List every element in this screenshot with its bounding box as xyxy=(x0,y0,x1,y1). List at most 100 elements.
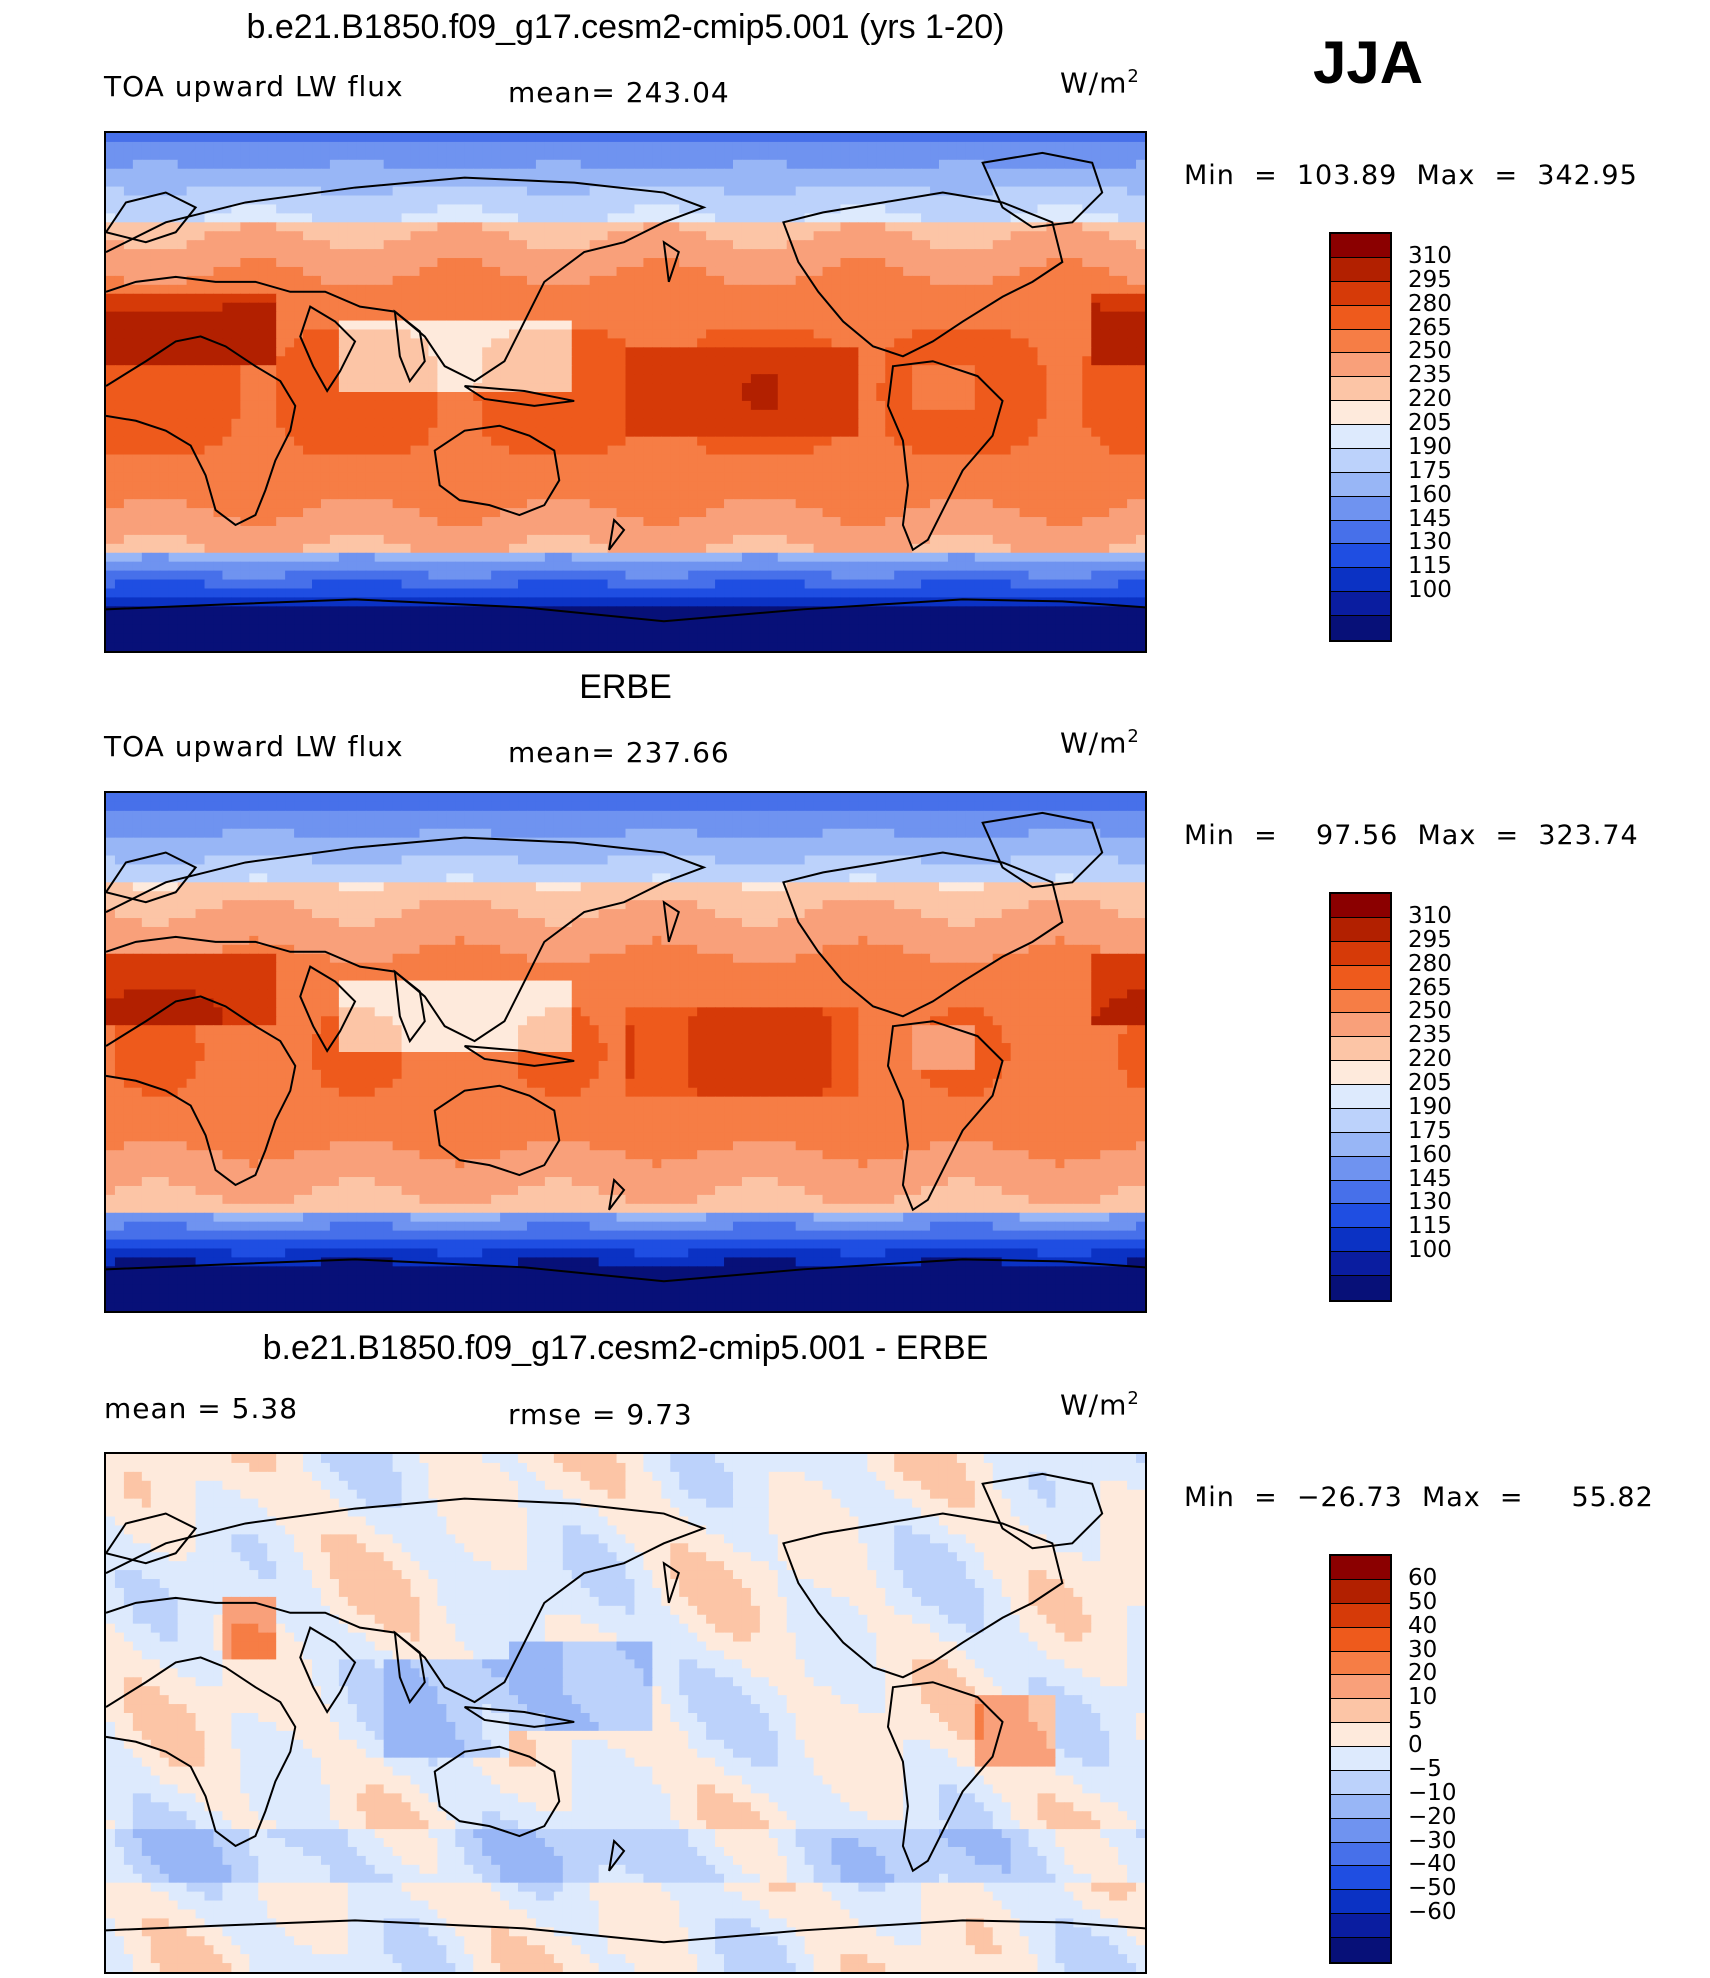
map-field xyxy=(106,793,1145,1311)
coastline xyxy=(106,1656,297,1848)
coastline xyxy=(433,1084,561,1177)
colorbar-tick-label: −50 xyxy=(1408,1877,1457,1900)
colorbar-tick-label: 235 xyxy=(1408,1024,1452,1047)
colorbar-swatch xyxy=(1331,1156,1390,1181)
colorbar-swatch xyxy=(1331,520,1390,545)
colorbar-swatch xyxy=(1331,305,1390,330)
colorbar-swatch xyxy=(1331,1818,1390,1843)
units-exponent: 2 xyxy=(1127,1388,1139,1409)
colorbar-swatch xyxy=(1331,1556,1390,1580)
colorbar-swatch xyxy=(1331,329,1390,354)
colorbar-tick-label: 280 xyxy=(1408,292,1452,316)
colorbar-tick-label: 265 xyxy=(1408,976,1452,1000)
colorbar-swatch xyxy=(1331,1651,1390,1676)
colorbar-tick-label: 250 xyxy=(1408,1000,1452,1023)
panel-title: b.e21.B1850.f09_g17.cesm2-cmip5.001 - ER… xyxy=(104,1329,1147,1368)
coastline xyxy=(886,360,1004,552)
colorbar-tick-label: −30 xyxy=(1408,1829,1457,1853)
colorbar-swatch xyxy=(1331,1132,1390,1157)
colorbar-swatch xyxy=(1331,472,1390,497)
colorbar-tick-label: 175 xyxy=(1408,1119,1452,1143)
panel-left-string: TOA upward LW flux xyxy=(104,730,404,763)
colorbar-swatch xyxy=(1331,894,1390,918)
colorbar-swatch xyxy=(1331,568,1390,593)
coastline xyxy=(393,309,426,384)
colorbar-tick-labels: 60 50 40 30 20 10 5 0 −5 −10 −20 −30 −40 −50 −60 xyxy=(1408,1554,1488,1964)
colorbar-swatch xyxy=(1331,1794,1390,1819)
coastline xyxy=(886,1020,1004,1212)
coastline xyxy=(106,1258,1145,1283)
colorbar-swatch xyxy=(1331,1938,1390,1962)
colorbar-swatch xyxy=(1331,1180,1390,1205)
colorbar-tick-label: 205 xyxy=(1408,412,1452,435)
colorbar-tick-label: 220 xyxy=(1408,388,1452,411)
units-exponent: 2 xyxy=(1127,66,1139,87)
coastline xyxy=(608,1838,626,1872)
colorbar-tick-label: 265 xyxy=(1408,316,1452,340)
colorbar-tick-label: 145 xyxy=(1408,507,1452,531)
colorbar-tick-label: 310 xyxy=(1408,244,1452,268)
colorbar-tick-labels: 310 295 280 265 250 235 220 205 190 175 160 145 130 1… xyxy=(1408,232,1488,642)
colorbar-swatch xyxy=(1331,1228,1390,1253)
colorbar-swatch xyxy=(1331,234,1390,258)
colorbar-tick-label: 0 xyxy=(1408,1734,1423,1757)
coastline xyxy=(433,1745,561,1838)
coastline xyxy=(393,969,426,1044)
coastline xyxy=(464,900,680,1067)
colorbar-tick-label: 50 xyxy=(1408,1590,1437,1614)
coastline xyxy=(782,1512,1064,1679)
colorbar-swatch xyxy=(1331,1276,1390,1300)
colorbar-swatch xyxy=(1331,1914,1390,1938)
colorbar-tick-label: 295 xyxy=(1408,268,1452,292)
coastline xyxy=(106,176,707,383)
colorbar-swatch xyxy=(1331,544,1390,569)
contour-map xyxy=(104,791,1147,1313)
units-base: W/m xyxy=(1060,1388,1127,1421)
colorbar xyxy=(1329,892,1392,1302)
colorbar-tick-label: 30 xyxy=(1408,1638,1437,1662)
colorbar-swatch xyxy=(1331,941,1390,966)
colorbar-swatch xyxy=(1331,281,1390,306)
colorbar-tick-label: 130 xyxy=(1408,531,1452,554)
colorbar-swatch xyxy=(1331,1627,1390,1652)
colorbar-swatch xyxy=(1331,592,1390,616)
coastline xyxy=(981,811,1104,889)
map-field xyxy=(106,133,1145,651)
colorbar-tick-label: 100 xyxy=(1408,579,1452,602)
coastline xyxy=(106,851,198,904)
coastline xyxy=(299,305,357,393)
colorbar-swatch xyxy=(1331,1204,1390,1229)
colorbar-tick-label: 250 xyxy=(1408,340,1452,363)
coastline xyxy=(106,1512,198,1565)
colorbar-swatch xyxy=(1331,1013,1390,1038)
colorbar-swatch xyxy=(1331,1890,1390,1915)
colorbar-tick-label: 160 xyxy=(1408,483,1452,507)
colorbar-tick-label: 115 xyxy=(1408,555,1452,578)
colorbar-tick-label: 190 xyxy=(1408,1095,1452,1119)
contour-map xyxy=(104,1452,1147,1974)
panel-units: W/m2 xyxy=(1060,66,1140,99)
coastline xyxy=(106,191,198,244)
coastline xyxy=(886,1681,1004,1873)
coastline xyxy=(608,517,626,551)
colorbar-swatch xyxy=(1331,448,1390,473)
panel-center-string: mean= 237.66 xyxy=(508,736,730,769)
coastline xyxy=(106,995,297,1187)
colorbar-tick-label: 310 xyxy=(1408,904,1452,928)
coastline xyxy=(299,1626,357,1714)
coastline xyxy=(464,240,680,407)
coastline xyxy=(106,836,707,1043)
colorbar-tick-label: −60 xyxy=(1408,1901,1457,1924)
panel-center-string: mean= 243.04 xyxy=(508,76,730,109)
min-max-readout: Min = 97.56 Max = 323.74 xyxy=(1184,820,1639,851)
panel-left-string: TOA upward LW flux xyxy=(104,70,404,103)
colorbar-tick-label: −20 xyxy=(1408,1805,1457,1829)
colorbar-swatch xyxy=(1331,425,1390,449)
colorbar-tick-labels: 310 295 280 265 250 235 220 205 190 175 160 145 130 1… xyxy=(1408,892,1488,1302)
coastline xyxy=(393,1630,426,1705)
colorbar xyxy=(1329,232,1392,642)
panel-units: W/m2 xyxy=(1060,726,1140,759)
units-exponent: 2 xyxy=(1127,726,1139,747)
coastline xyxy=(106,598,1145,623)
colorbar-swatch xyxy=(1331,1675,1390,1700)
